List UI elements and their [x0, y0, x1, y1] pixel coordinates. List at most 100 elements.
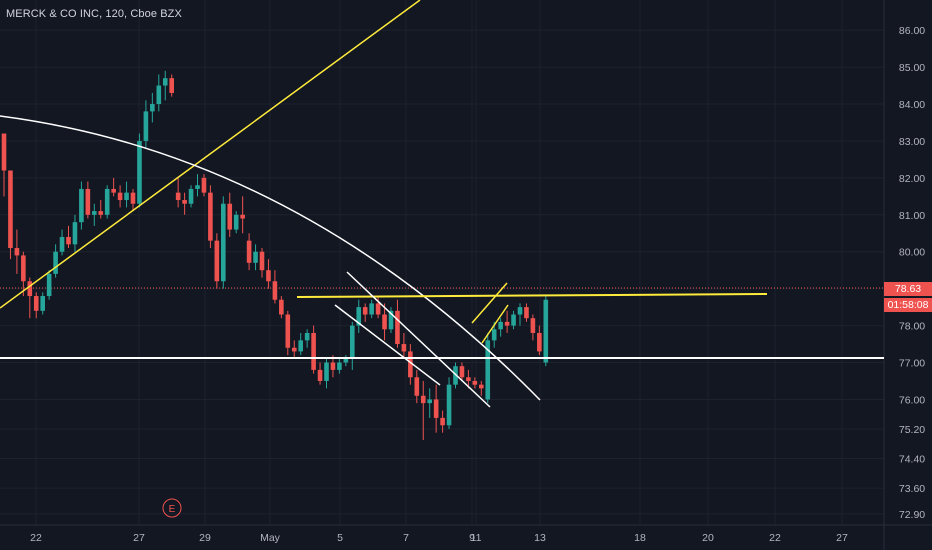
candle-up — [304, 332, 310, 341]
candle-down — [27, 281, 33, 297]
candle-up — [72, 222, 78, 245]
candle-down — [420, 395, 426, 404]
candle-down — [259, 251, 265, 271]
earnings-marker[interactable]: E — [162, 498, 182, 518]
candle-down — [246, 240, 252, 263]
candle-up — [150, 104, 155, 112]
candle-down — [1, 133, 7, 171]
time-tick-label: 22 — [769, 532, 781, 544]
candle-down — [433, 399, 439, 418]
symbol-title: MERCK & CO INC, 120, Cboe BZX — [6, 8, 182, 20]
candle-up — [137, 140, 142, 204]
candle-up — [233, 214, 239, 230]
drawings[interactable] — [0, 0, 884, 408]
yellow-resistance-line[interactable] — [296, 293, 768, 298]
candle-up — [46, 273, 52, 297]
candle-up — [53, 251, 58, 274]
candle-up — [485, 340, 491, 400]
price-tick-label: 73.60 — [899, 483, 925, 495]
candle-down — [479, 384, 484, 389]
candle-up — [156, 85, 162, 105]
time-tick-label: 22 — [30, 532, 42, 544]
candle-down — [14, 248, 20, 256]
candle-down — [291, 347, 297, 352]
price-tick-label: 75.20 — [899, 424, 925, 436]
candle-up — [491, 329, 497, 341]
candle-down — [285, 314, 291, 348]
candle-down — [66, 236, 71, 245]
candle-down — [311, 332, 316, 370]
candle-down — [201, 177, 207, 193]
candle-down — [266, 270, 271, 282]
time-tick-label: 27 — [836, 532, 848, 544]
time-tick-label: 7 — [403, 532, 409, 544]
candle-up — [162, 78, 168, 86]
white-channel-lower[interactable] — [334, 304, 441, 386]
last-price-tag: 78.63 — [884, 282, 932, 296]
candle-down — [375, 303, 381, 315]
candle-down — [530, 318, 536, 333]
price-tick-label: 83.00 — [899, 136, 925, 148]
candle-down — [395, 310, 400, 345]
candle-down — [33, 296, 39, 311]
candle-up — [343, 358, 349, 363]
candle-down — [330, 362, 336, 370]
candle-up — [356, 307, 362, 326]
candle-up — [104, 188, 110, 215]
candle-down — [175, 192, 181, 201]
candle-up — [40, 296, 45, 311]
candle-down — [182, 200, 187, 204]
candle-down — [8, 170, 13, 249]
candle-up — [369, 303, 374, 315]
price-tick-label: 85.00 — [899, 62, 925, 74]
candle-down — [414, 377, 420, 396]
candle-up — [388, 310, 394, 330]
candle-down — [85, 188, 91, 215]
candles — [1, 70, 549, 441]
white-arc-curve[interactable] — [0, 115, 541, 401]
candle-up — [92, 211, 97, 215]
earnings-icon[interactable] — [162, 498, 182, 518]
price-tick-label: 81.00 — [899, 210, 925, 222]
candle-up — [324, 362, 329, 381]
candle-up — [195, 185, 200, 189]
candle-up — [498, 321, 503, 330]
candle-up — [221, 203, 226, 282]
candle-down — [130, 192, 136, 204]
candle-up — [543, 299, 549, 363]
yellow-flag-upper[interactable] — [471, 282, 508, 324]
candle-down — [214, 240, 220, 282]
time-tick-label: 9 — [469, 532, 475, 544]
candle-down — [401, 344, 407, 352]
candle-down — [408, 351, 413, 378]
candle-down — [362, 307, 368, 315]
candle-down — [466, 377, 471, 381]
yellow-trendline-rising[interactable] — [0, 0, 421, 309]
price-tick-label: 86.00 — [899, 25, 925, 37]
candle-down — [227, 203, 233, 230]
candle-down — [459, 366, 465, 378]
candle-down — [98, 211, 104, 215]
candle-up — [298, 340, 303, 352]
earnings-label: E — [169, 504, 176, 515]
price-tick-label: 80.00 — [899, 247, 925, 259]
yellow-flag-lower[interactable] — [481, 304, 509, 344]
time-tick-label: 20 — [702, 532, 714, 544]
candle-down — [169, 78, 174, 93]
candle-down — [21, 255, 26, 282]
price-tick-label: 82.00 — [899, 173, 925, 185]
candle-down — [472, 380, 478, 385]
candle-up — [517, 307, 523, 315]
candle-up — [427, 399, 432, 404]
time-tick-label: 5 — [337, 532, 343, 544]
white-channel-upper[interactable] — [346, 271, 491, 408]
time-tick-label: 13 — [534, 532, 546, 544]
price-tick-label: 72.90 — [899, 509, 925, 521]
candle-up — [143, 111, 149, 141]
grid — [0, 0, 884, 525]
candle-down — [272, 281, 278, 300]
time-tick-label: 11 — [471, 532, 482, 544]
candle-down — [117, 192, 123, 201]
